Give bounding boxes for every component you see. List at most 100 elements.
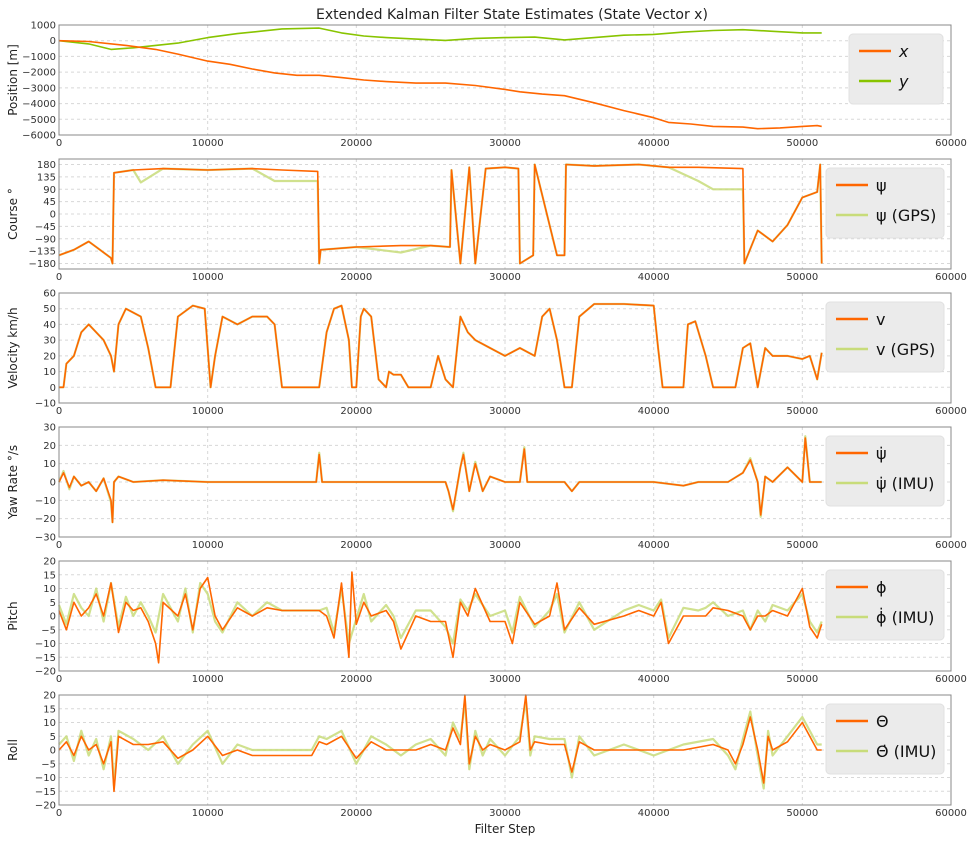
legend-label: x [898,42,909,61]
series-line-estimate [58,39,822,130]
series-line-measurement [58,27,822,51]
legend-label: v [876,310,885,329]
series-line-measurement [59,302,823,389]
y-tick-label: 0 [50,36,56,47]
x-tick-label: 40000 [638,138,670,149]
y-tick-label: 0 [50,383,56,394]
x-tick-label: 50000 [786,674,818,685]
y-tick-label: 1000 [31,21,56,32]
x-tick-label: 0 [56,674,62,685]
y-tick-label: 10 [43,584,56,595]
y-tick-label: −30 [35,533,56,544]
x-tick-label: 60000 [935,272,967,283]
y-axis-label: Course ° [6,188,20,240]
x-tick-label: 50000 [786,272,818,283]
y-tick-label: 15 [43,570,56,581]
x-tick-label: 10000 [192,138,224,149]
y-tick-label: −20 [35,514,56,525]
x-tick-label: 20000 [340,674,372,685]
plot-frame [58,24,952,136]
x-tick-label: 50000 [786,808,818,819]
x-tick-label: 50000 [786,406,818,417]
x-tick-label: 0 [56,138,62,149]
y-tick-label: −5 [41,759,56,770]
y-tick-label: −10 [35,639,56,650]
x-tick-label: 20000 [340,540,372,551]
legend-label: ϕ̇ (IMU) [876,608,934,627]
y-tick-label: −180 [29,259,56,270]
x-tick-label: 30000 [489,674,521,685]
x-tick-label: 40000 [638,674,670,685]
x-tick-label: 10000 [192,406,224,417]
y-tick-label: −3000 [22,83,56,94]
x-tick-label: 20000 [340,808,372,819]
plot-frame [58,694,952,806]
y-tick-label: 5 [50,598,56,609]
x-tick-label: 40000 [638,808,670,819]
panel-3: 0 10000 20000 30000 40000 50000 60000 60 50 40 30 2… [6,289,967,418]
y-tick-label: 0 [50,612,56,623]
plot-frame [58,426,952,538]
y-tick-label: −45 [35,222,56,233]
y-tick-label: 50 [43,304,56,315]
x-tick-label: 60000 [935,540,967,551]
x-tick-label: 10000 [192,674,224,685]
y-tick-label: 20 [43,557,56,568]
x-tick-label: 40000 [638,540,670,551]
legend-label: ψ (GPS) [876,206,936,225]
y-tick-label: −10 [35,399,56,410]
x-tick-label: 60000 [935,406,967,417]
y-tick-label: 40 [43,320,56,331]
y-tick-label: 10 [43,367,56,378]
series-line-measurement [57,581,823,645]
series-line-estimate [58,437,822,524]
y-tick-label: 180 [37,160,56,171]
y-tick-label: −15 [35,653,56,664]
y-tick-label: −5 [41,625,56,636]
series-line-measurement [58,699,822,790]
y-tick-label: 20 [43,441,56,452]
y-axis-label: Yaw Rate °/s [6,445,20,520]
legend-label: Θ̇ (IMU) [876,742,936,761]
series-line-estimate [58,163,823,265]
y-tick-label: 60 [43,289,56,300]
legend-label: ψ̇ [876,444,887,463]
y-tick-label: −1000 [22,52,56,63]
legend-label: ψ [876,176,887,195]
x-tick-label: 40000 [638,272,670,283]
y-tick-label: −90 [35,234,56,245]
x-tick-label: 0 [56,808,62,819]
y-tick-label: 45 [43,197,56,208]
x-tick-label: 60000 [935,674,967,685]
y-tick-label: −10 [35,496,56,507]
legend-label: y [898,72,909,91]
y-tick-label: 135 [37,172,56,183]
figure-title: Extended Kalman Filter State Estimates (… [316,7,708,23]
x-tick-label: 0 [56,272,62,283]
x-tick-label: 50000 [786,540,818,551]
y-axis-label: Roll [6,739,20,761]
y-tick-label: 0 [50,746,56,757]
y-tick-label: −135 [29,247,56,258]
series-line-estimate [58,571,823,664]
y-tick-label: −20 [35,667,56,678]
y-tick-label: −15 [35,787,56,798]
x-tick-label: 40000 [638,406,670,417]
series-line-estimate [59,303,823,389]
x-tick-label: 20000 [340,138,372,149]
panel-4: 0 10000 20000 30000 40000 50000 60000 30 20 10 0 −1… [6,423,967,552]
x-axis-label: Filter Step [475,822,536,836]
plot-frame [58,158,952,270]
x-tick-label: 30000 [489,138,521,149]
x-tick-label: 20000 [340,272,372,283]
plot-frame [58,292,952,404]
y-axis-label: Position [m] [6,44,20,116]
legend-box [848,33,944,105]
y-tick-label: −4000 [22,99,56,110]
plot-frame [58,560,952,672]
y-tick-label: 10 [43,718,56,729]
x-tick-label: 30000 [489,808,521,819]
x-tick-label: 60000 [935,138,967,149]
y-tick-label: −20 [35,801,56,812]
